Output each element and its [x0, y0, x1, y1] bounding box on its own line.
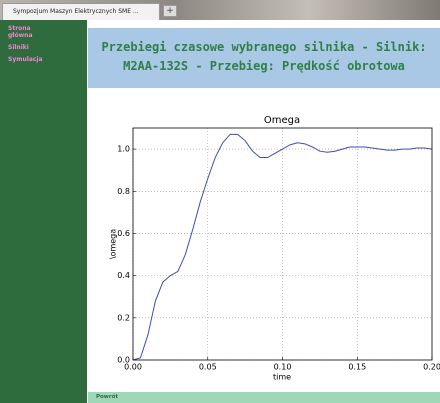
- chart-title: Omega: [264, 115, 300, 126]
- x-tick-label: 0.15: [348, 363, 366, 372]
- x-tick-label: 0.10: [274, 363, 292, 372]
- y-tick-label: 0.8: [117, 187, 130, 196]
- x-axis-label: time: [273, 373, 291, 382]
- page: Sympozjum Maszyn Elektrycznych SME ... +…: [0, 0, 440, 403]
- back-link[interactable]: Powrót: [88, 392, 440, 403]
- y-tick-label: 1.0: [117, 145, 130, 154]
- y-tick-label: 0.6: [117, 229, 130, 238]
- browser-tab[interactable]: Sympozjum Maszyn Elektrycznych SME ...: [2, 3, 160, 20]
- y-axis-label: \omega: [109, 229, 118, 259]
- x-tick-label: 0.20: [423, 363, 440, 372]
- sidebar: Strona główna Silniki Symulacja: [0, 20, 87, 403]
- y-tick-label: 0.2: [117, 313, 130, 322]
- x-tick-label: 0.05: [199, 363, 217, 372]
- nav-link[interactable]: Silniki: [8, 44, 48, 51]
- header: Przebiegi czasowe wybranego silnika - Si…: [88, 28, 440, 88]
- nav-link[interactable]: Symulacja: [8, 56, 48, 63]
- new-tab-button[interactable]: +: [163, 5, 177, 17]
- y-tick-label: 0.4: [117, 271, 130, 280]
- plot-frame: [133, 128, 432, 360]
- y-tick-label: 0.0: [117, 356, 130, 365]
- page-title: Przebiegi czasowe wybranego silnika - Si…: [94, 38, 434, 76]
- nav-link[interactable]: Strona główna: [8, 25, 48, 39]
